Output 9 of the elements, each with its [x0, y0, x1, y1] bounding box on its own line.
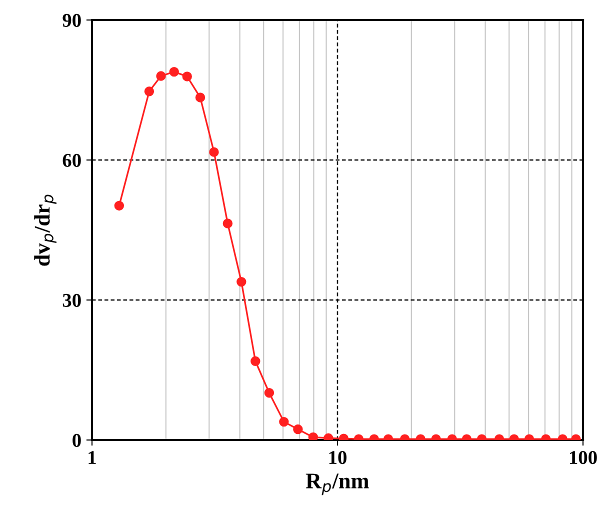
x-tick-label: 10 — [329, 450, 346, 464]
y-tick-label: 30 — [62, 294, 81, 307]
y-tick-label: 0 — [72, 434, 81, 447]
x-tick-label: 100 — [570, 450, 597, 464]
y-tick-label: 60 — [62, 154, 81, 167]
y-axis-title: dv$_{p}$/dr$_{p}$ — [34, 194, 56, 266]
y-tick-label: 90 — [62, 14, 81, 27]
x-axis-title: R$_{p}$/nm — [306, 474, 369, 496]
x-tick-label: 1 — [88, 451, 96, 464]
